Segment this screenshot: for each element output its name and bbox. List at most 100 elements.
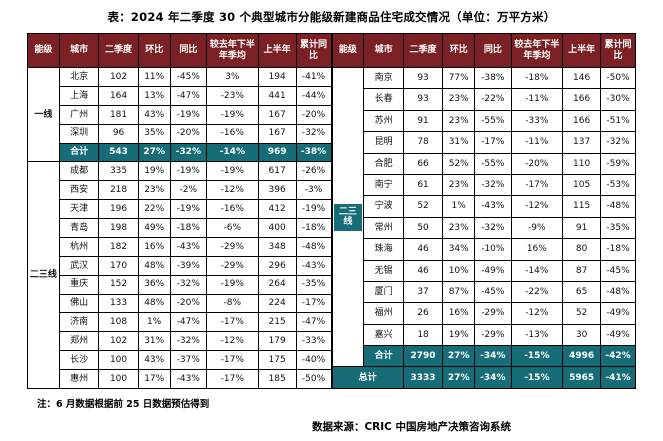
city-cell: 北京 xyxy=(58,67,100,87)
value-cell: -17% xyxy=(206,312,259,333)
value-cell: -12% xyxy=(206,180,259,201)
value-cell: 412 xyxy=(257,199,297,219)
value-cell: 91 xyxy=(562,216,602,240)
column-header: 累计同比 xyxy=(295,33,332,68)
value-cell: -6% xyxy=(206,218,259,238)
value-cell: 441 xyxy=(257,85,297,106)
value-cell: 296 xyxy=(257,255,297,276)
value-cell: 16% xyxy=(510,238,564,261)
value-cell: 78 xyxy=(402,131,444,154)
table-row: 二三线 成都 335 19% -19% -19% 617 -26% xyxy=(27,161,332,389)
header-row: 能级 城市 二季度 环比 同比 较去年下半年季均 上半年 累计同比 xyxy=(27,33,332,68)
value-cell: -47% xyxy=(169,85,208,106)
value-cell: 23% xyxy=(442,88,476,111)
subtotal-row: 合计 2790 27% -34% -15% 4996 -42% xyxy=(332,345,636,368)
value-cell: -47% xyxy=(295,312,332,333)
value-cell: -44% xyxy=(295,85,332,106)
value-cell: 96 xyxy=(98,123,139,144)
value-cell: -19% xyxy=(206,161,259,182)
value-cell: -17% xyxy=(474,131,512,154)
value-cell: 100 xyxy=(98,350,139,370)
table-row: 上海 164 13% -47% -23% 441 -44% xyxy=(28,85,332,106)
value-cell: -30% xyxy=(600,88,636,111)
city-cell: 珠海 xyxy=(363,238,404,261)
table-row: 长沙 100 43% -37% -17% 175 -40% xyxy=(28,350,332,370)
city-cell: 合肥 xyxy=(363,152,404,175)
value-cell: 4996 xyxy=(562,345,602,368)
value-cell: 100 xyxy=(98,369,139,389)
value-cell: -32% xyxy=(600,131,636,154)
table-row: 珠海 46 34% -10% 16% 80 -18% xyxy=(332,238,636,261)
value-cell: -20% xyxy=(510,152,564,175)
column-header: 同比 xyxy=(474,33,512,68)
value-cell: -43% xyxy=(474,195,512,218)
value-cell: -48% xyxy=(600,195,636,218)
column-header: 能级 xyxy=(27,33,60,68)
value-cell: -19% xyxy=(169,199,208,219)
value-cell: 175 xyxy=(257,350,297,370)
value-cell: 2790 xyxy=(402,345,444,368)
value-cell: 400 xyxy=(257,218,297,238)
table-row: 南宁 61 23% -32% -17% 105 -53% xyxy=(332,173,636,197)
value-cell: -2% xyxy=(169,180,208,201)
city-cell: 福州 xyxy=(363,302,404,325)
city-cell: 西安 xyxy=(58,180,100,201)
value-cell: -14% xyxy=(510,259,564,282)
city-cell: 重庆 xyxy=(58,274,100,295)
value-cell: 22% xyxy=(137,199,171,219)
value-cell: 66 xyxy=(402,152,444,175)
table-row: 天津 196 22% -19% -16% 412 -19% xyxy=(28,199,332,219)
value-cell: 152 xyxy=(98,274,139,295)
value-cell: 218 xyxy=(98,180,139,201)
value-cell: -29% xyxy=(474,323,512,347)
value-cell: -51% xyxy=(600,109,636,133)
column-header: 城市 xyxy=(363,33,404,68)
city-cell: 宁波 xyxy=(363,195,404,218)
value-cell: -45% xyxy=(600,259,636,282)
tables-container: 能级 城市 二季度 环比 同比 较去年下半年季均 上半年 累计同比 一线 北京 102 11% -45%… xyxy=(27,33,636,389)
table-row: 嘉兴 18 19% -29% -13% 30 -49% xyxy=(332,323,636,347)
value-cell: 93 xyxy=(402,88,444,111)
city-cell: 合计 xyxy=(58,142,100,163)
city-cell: 合计 xyxy=(363,345,404,368)
value-cell: 110 xyxy=(562,152,602,175)
value-cell: -35% xyxy=(600,216,636,240)
value-cell: 35% xyxy=(137,123,171,144)
value-cell: 185 xyxy=(257,369,297,389)
table-row: 常州 50 23% -32% -9% 91 -35% xyxy=(332,216,636,240)
value-cell: 5965 xyxy=(562,366,602,389)
value-cell: -38% xyxy=(295,142,332,163)
city-cell: 长春 xyxy=(363,88,404,111)
value-cell: 11% xyxy=(137,67,171,87)
value-cell: -20% xyxy=(169,123,208,144)
value-cell: -17% xyxy=(206,369,259,389)
value-cell: 52% xyxy=(442,152,476,175)
table-row: 青岛 198 49% -18% -6% 400 -18% xyxy=(28,218,332,238)
value-cell: 34% xyxy=(442,238,476,261)
value-cell: -11% xyxy=(510,131,564,154)
value-cell: 164 xyxy=(98,85,139,106)
value-cell: -20% xyxy=(169,293,208,314)
city-cell: 杭州 xyxy=(58,236,100,257)
value-cell: -19% xyxy=(169,104,208,125)
value-cell: 30 xyxy=(562,323,602,347)
value-cell: -29% xyxy=(474,302,512,325)
city-cell: 青岛 xyxy=(58,218,100,238)
column-header: 较去年下半年季均 xyxy=(206,33,259,68)
value-cell: 1% xyxy=(442,195,476,218)
report-title: 表：2024 年二季度 30 个典型城市分能级新建商品住宅成交情况（单位：万平方… xyxy=(107,10,556,24)
city-cell: 南宁 xyxy=(363,173,404,197)
city-cell: 昆明 xyxy=(363,131,404,154)
value-cell: -17% xyxy=(295,293,332,314)
city-cell: 南京 xyxy=(363,66,404,90)
value-cell: -22% xyxy=(474,88,512,111)
city-cell: 嘉兴 xyxy=(363,323,404,347)
value-cell: 167 xyxy=(257,123,297,144)
table-row: 济南 108 1% -47% -17% 215 -47% xyxy=(28,312,332,333)
value-cell: -19% xyxy=(169,161,208,182)
value-cell: -53% xyxy=(600,173,636,197)
value-cell: -10% xyxy=(474,238,512,261)
value-cell: -50% xyxy=(600,66,636,90)
value-cell: 182 xyxy=(98,236,139,257)
value-cell: 93 xyxy=(402,66,444,90)
